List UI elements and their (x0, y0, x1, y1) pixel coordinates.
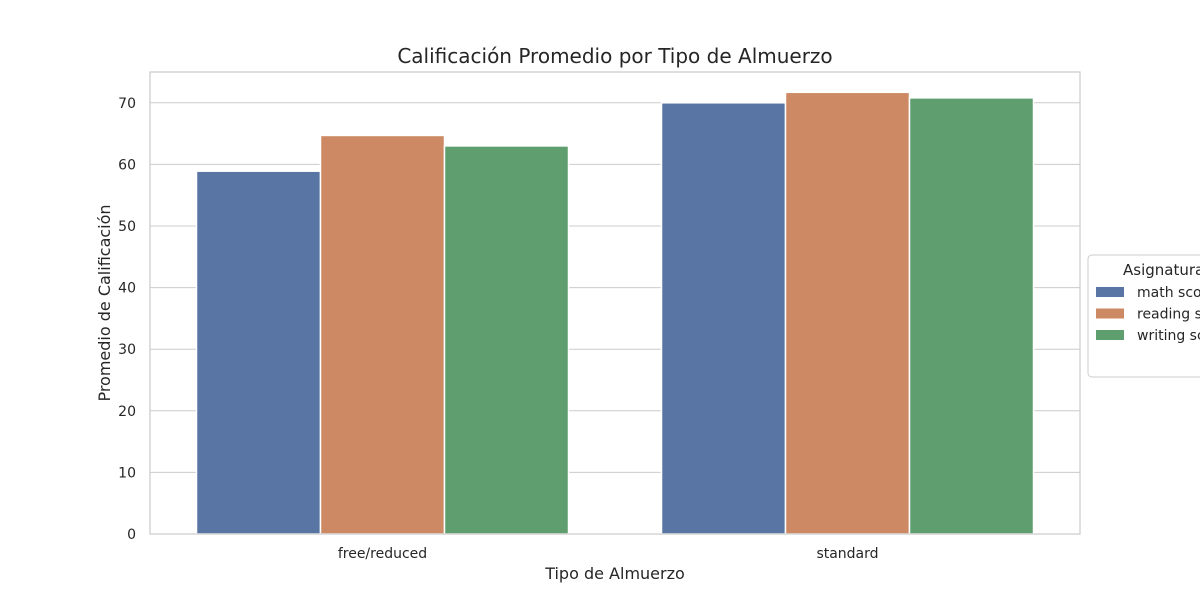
y-tick-label: 30 (118, 342, 136, 358)
y-tick-label: 70 (118, 96, 136, 112)
y-tick-label: 60 (118, 157, 136, 173)
y-tick-label: 0 (127, 527, 136, 543)
legend-title: Asignatura (1123, 261, 1200, 279)
y-tick-label: 10 (118, 465, 136, 481)
legend-swatch (1096, 330, 1124, 340)
y-tick-label: 20 (118, 404, 136, 420)
bar-reading-score-standard (784, 91, 911, 535)
bars (195, 91, 1035, 535)
bar-writing-score-standard (908, 97, 1035, 535)
plot-frame (149, 71, 1081, 535)
x-axis-ticks: free/reduced standard (338, 546, 879, 562)
bar-math-score-standard (660, 102, 787, 535)
y-axis-label: Promedio de Calificación (95, 204, 114, 401)
x-tick-label: free/reduced (338, 546, 427, 562)
bar-math-score-free-reduced (195, 170, 322, 535)
chart-title: Calificación Promedio por Tipo de Almuer… (397, 44, 832, 68)
y-tick-label: 40 (118, 281, 136, 297)
x-tick-label: standard (816, 546, 878, 562)
legend-swatch (1096, 287, 1124, 297)
bar-writing-score-free-reduced (443, 145, 570, 535)
y-axis-ticks: 0 10 20 30 40 50 60 70 (118, 96, 136, 543)
x-axis-label: Tipo de Almuerzo (544, 564, 685, 583)
legend-box (1087, 254, 1200, 378)
y-tick-label: 50 (118, 219, 136, 235)
bar-reading-score-free-reduced (319, 134, 446, 535)
legend-swatch (1096, 308, 1124, 319)
